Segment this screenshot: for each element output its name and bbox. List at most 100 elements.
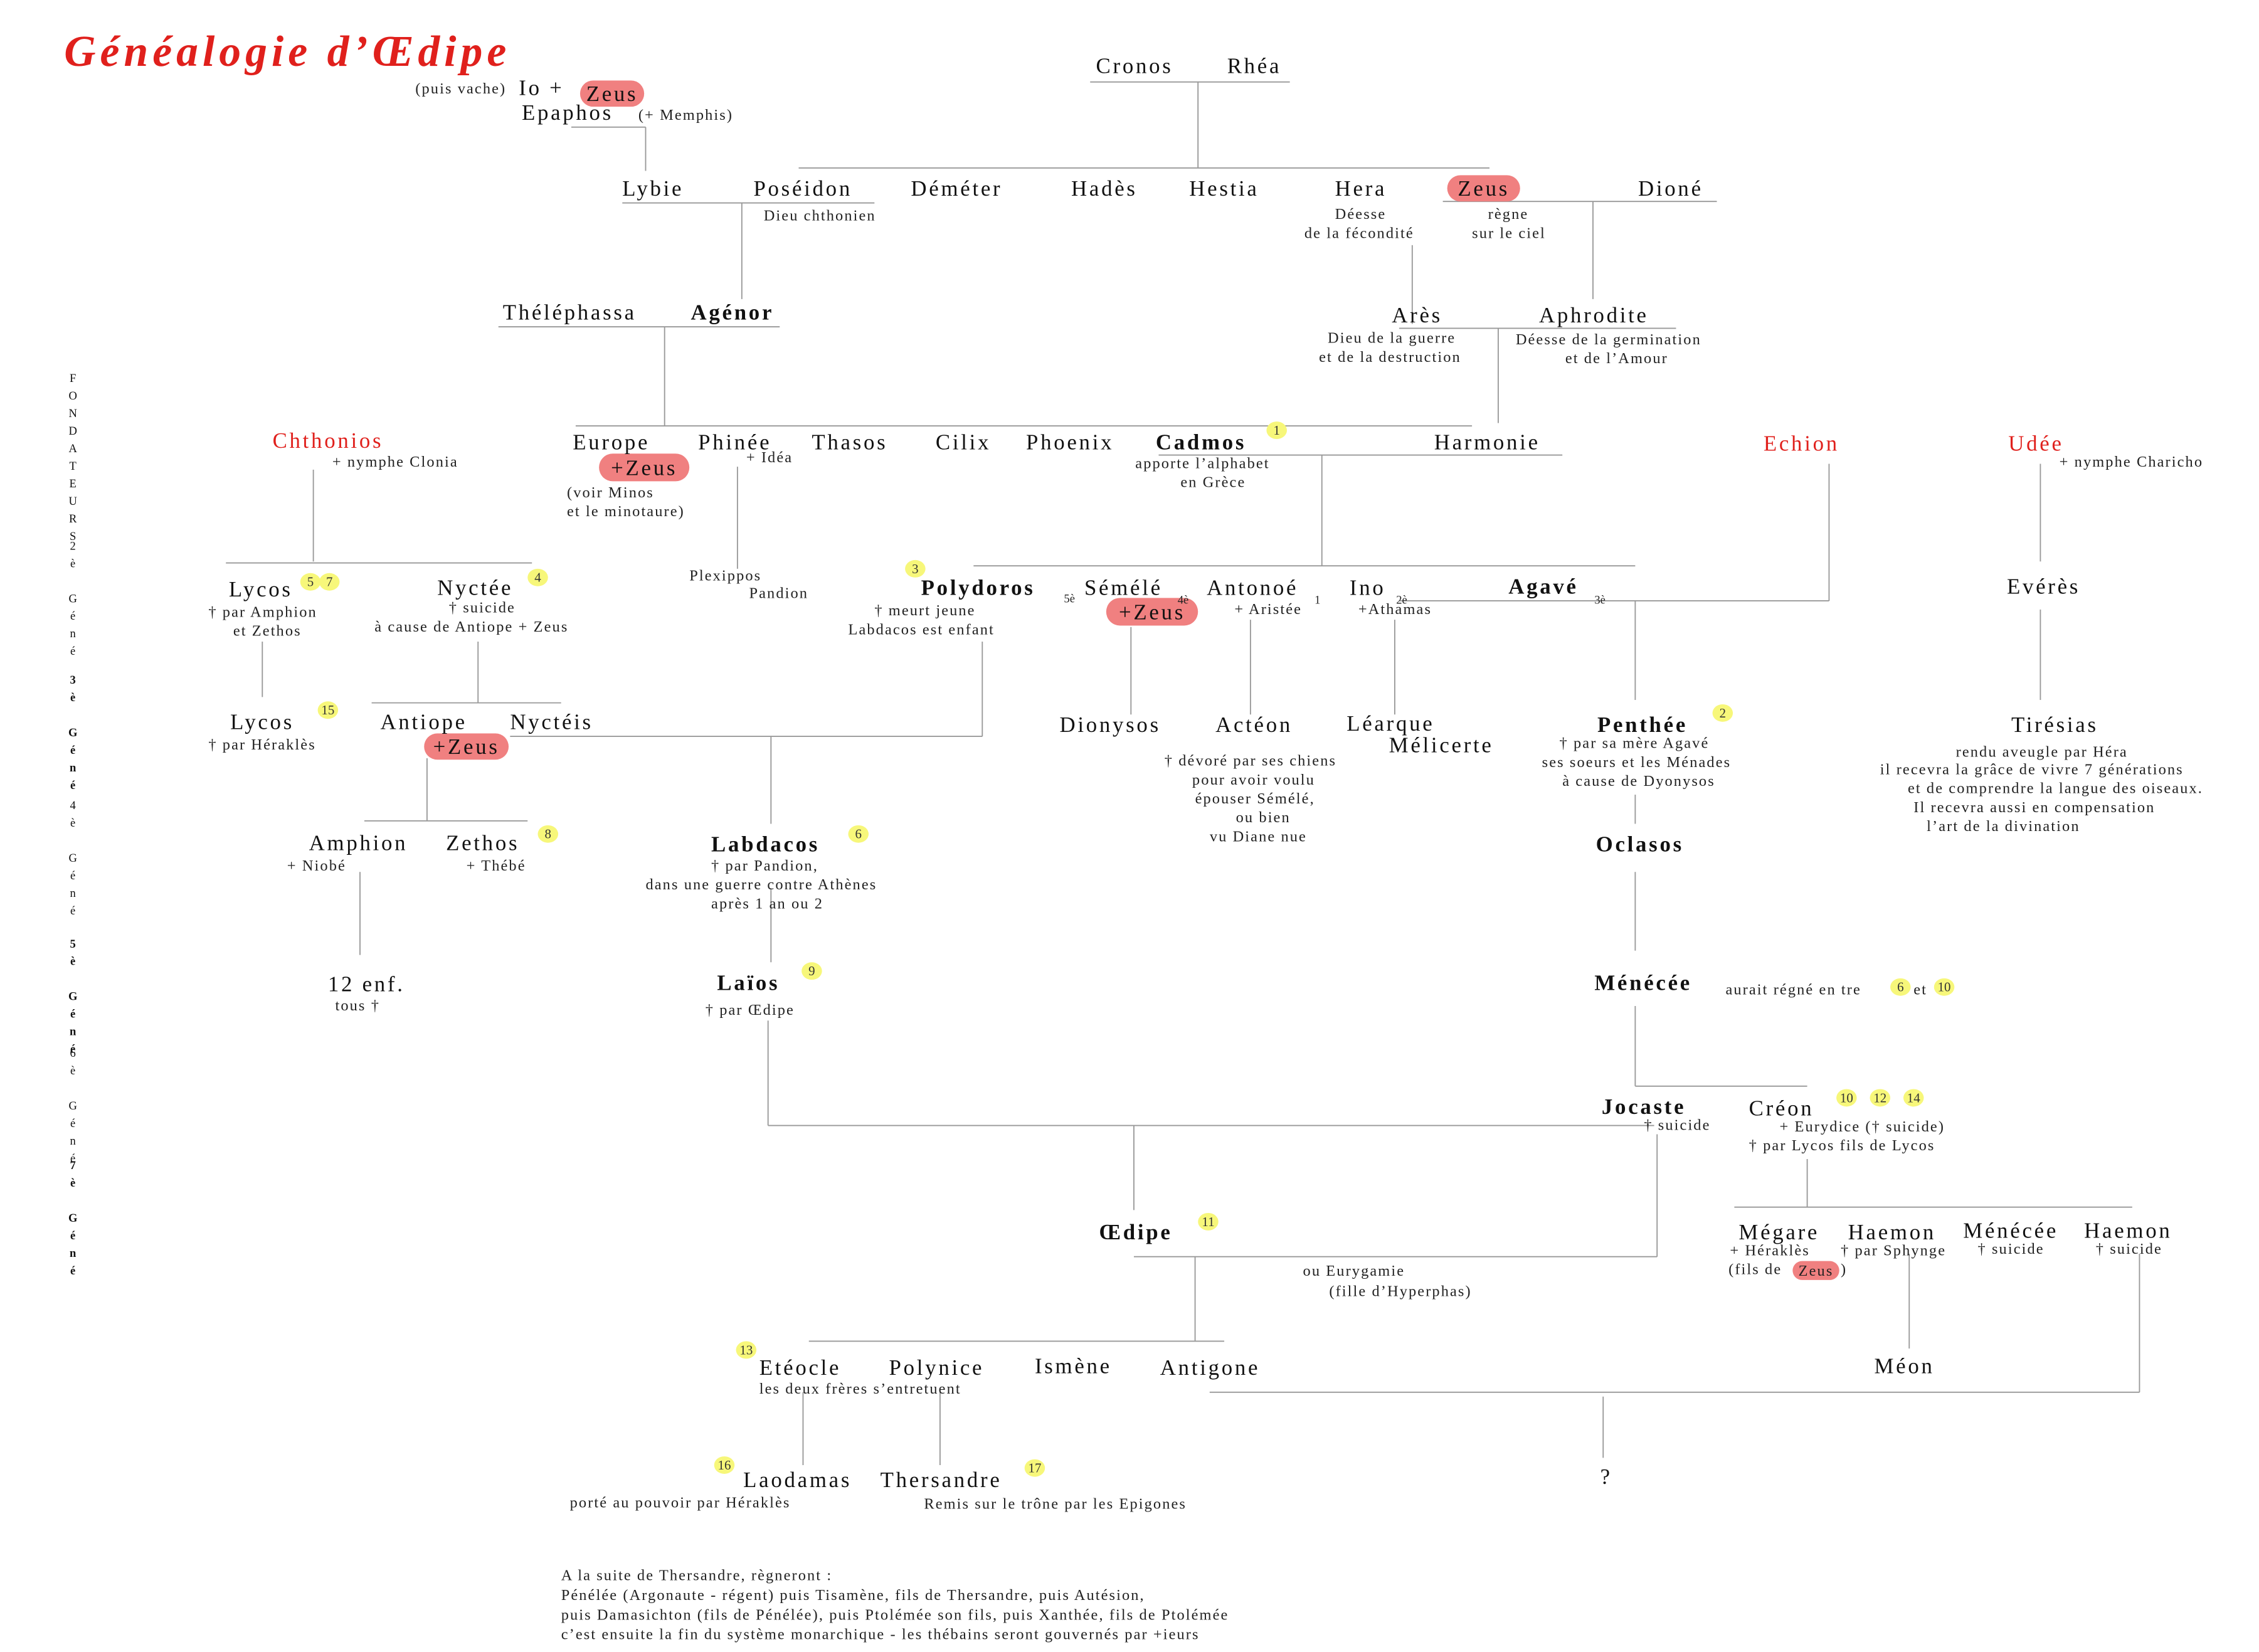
label: Dieu chthonien xyxy=(764,207,876,224)
label: † suicide xyxy=(449,600,516,617)
zeus-highlight xyxy=(599,453,690,482)
label: en Grèce xyxy=(1180,474,1246,491)
label: Epaphos xyxy=(522,100,613,125)
badge-number: 14 xyxy=(1907,1090,1920,1105)
zeus-label: Zeus xyxy=(1458,176,1510,201)
label: sur le ciel xyxy=(1472,225,1546,241)
label: Pandion xyxy=(749,585,808,601)
label: † par Sphynge xyxy=(1841,1242,1946,1259)
zeus-label: +Zeus xyxy=(611,456,677,480)
label: Cilix xyxy=(936,430,991,454)
label: Mélicerte xyxy=(1389,733,1494,758)
badge xyxy=(1890,978,1911,996)
badge-number: 12 xyxy=(1873,1090,1886,1105)
zeus-highlight xyxy=(579,80,645,107)
label: Déesse xyxy=(1335,206,1387,223)
footer-line: Pénélée (Argonaute - régent) puis Tisamè… xyxy=(561,1587,1145,1604)
badge-number: 9 xyxy=(808,963,815,978)
label: Harmonie xyxy=(1434,430,1540,454)
badge xyxy=(537,825,559,843)
label: Echion xyxy=(1764,432,1839,456)
label: Udée xyxy=(2008,432,2063,456)
label: après 1 an ou 2 xyxy=(711,895,823,912)
label: Laodamas xyxy=(743,1468,852,1492)
badge-number: 13 xyxy=(739,1342,753,1357)
badge xyxy=(317,701,339,719)
label: Plexippos xyxy=(689,567,761,584)
label: Cadmos xyxy=(1156,430,1246,454)
label: ? xyxy=(1600,1464,1612,1489)
label: et de la destruction xyxy=(1319,349,1461,366)
label: Ino xyxy=(1350,576,1386,600)
label: Haemon xyxy=(1848,1220,1936,1244)
label: † par Héraklès xyxy=(208,736,316,753)
label: Labdacos xyxy=(711,832,820,857)
label: à cause de Antiope + Zeus xyxy=(374,618,568,635)
label: aurait régné en tre xyxy=(1725,981,1861,998)
generation-label: 5è Géné xyxy=(66,938,80,1061)
zeus-highlight xyxy=(1106,598,1198,626)
label: Hestia xyxy=(1189,176,1259,201)
label: Polydoros xyxy=(921,576,1035,600)
badge-number: 1 xyxy=(1273,423,1279,438)
badge xyxy=(1934,978,1955,996)
label: + Niobé xyxy=(287,857,346,874)
label: de la fécondité xyxy=(1304,225,1414,241)
badge-number: 6 xyxy=(1897,980,1903,995)
label: Actéon xyxy=(1215,712,1293,737)
label: Mégare xyxy=(1738,1220,1819,1244)
generation-label: 3è Géné xyxy=(66,674,80,797)
label: Antonoé xyxy=(1207,576,1298,600)
badge xyxy=(1836,1089,1857,1107)
label: † dévoré par ses chiens xyxy=(1165,753,1336,770)
badge-number: 16 xyxy=(718,1458,731,1473)
badge xyxy=(714,1456,735,1474)
label: Ménécée xyxy=(1963,1218,2058,1242)
footer-line: A la suite de Thersandre, règneront : xyxy=(561,1567,833,1584)
badge xyxy=(527,568,548,586)
zeus-label: +Zeus xyxy=(1119,600,1185,625)
footer-line: puis Damasichton (fils de Pénélée), puis… xyxy=(561,1606,1229,1623)
label: † suicide xyxy=(2096,1241,2162,1258)
zeus-highlight xyxy=(1447,175,1520,202)
zeus-highlight xyxy=(1792,1261,1839,1280)
label: + Thébé xyxy=(467,857,526,874)
label: Penthée xyxy=(1597,712,1688,737)
label: Œdipe xyxy=(1099,1220,1172,1244)
label: Tirésias xyxy=(2011,712,2098,737)
label: ses soeurs et les Ménades xyxy=(1542,754,1732,771)
label: Nyctéis xyxy=(510,709,593,734)
badge xyxy=(300,573,321,591)
badge-number: 4 xyxy=(534,570,541,585)
label: Théléphassa xyxy=(503,300,637,324)
badge-number: 11 xyxy=(1202,1214,1214,1229)
label: Remis sur le trône par les Epigones xyxy=(924,1496,1187,1513)
zeus-label: +Zeus xyxy=(433,734,500,759)
label: et le minotaure) xyxy=(567,503,685,520)
badge xyxy=(1198,1212,1219,1231)
badge xyxy=(1903,1089,1924,1107)
label: + nymphe Charicho xyxy=(2060,453,2204,470)
label: vu Diane nue xyxy=(1210,828,1307,845)
label: rendu aveugle par Héra xyxy=(1956,744,2128,761)
badge xyxy=(1712,704,1733,722)
badge xyxy=(319,573,340,591)
label: Dieu de la guerre xyxy=(1328,330,1456,347)
label: † par sa mère Agavé xyxy=(1560,735,1710,752)
label: 5è xyxy=(1064,592,1075,605)
label: + nymphe Clonia xyxy=(332,453,458,470)
label: + Idéa xyxy=(746,449,793,466)
label: † par Amphion xyxy=(208,604,317,621)
label: † suicide xyxy=(1977,1241,2044,1258)
label: Polynice xyxy=(889,1355,985,1380)
label: Chthonios xyxy=(273,428,384,453)
badge-number: 2 xyxy=(1720,706,1726,721)
label: Léarque xyxy=(1346,711,1434,736)
label: Antiope xyxy=(381,709,467,734)
label: Antigone xyxy=(1160,1355,1260,1380)
label: apporte l’alphabet xyxy=(1135,455,1269,472)
label: Thasos xyxy=(812,430,887,454)
label: (fils de xyxy=(1728,1261,1782,1278)
label: Hera xyxy=(1335,176,1387,201)
label: il recevra la grâce de vivre 7 génératio… xyxy=(1880,761,2184,778)
